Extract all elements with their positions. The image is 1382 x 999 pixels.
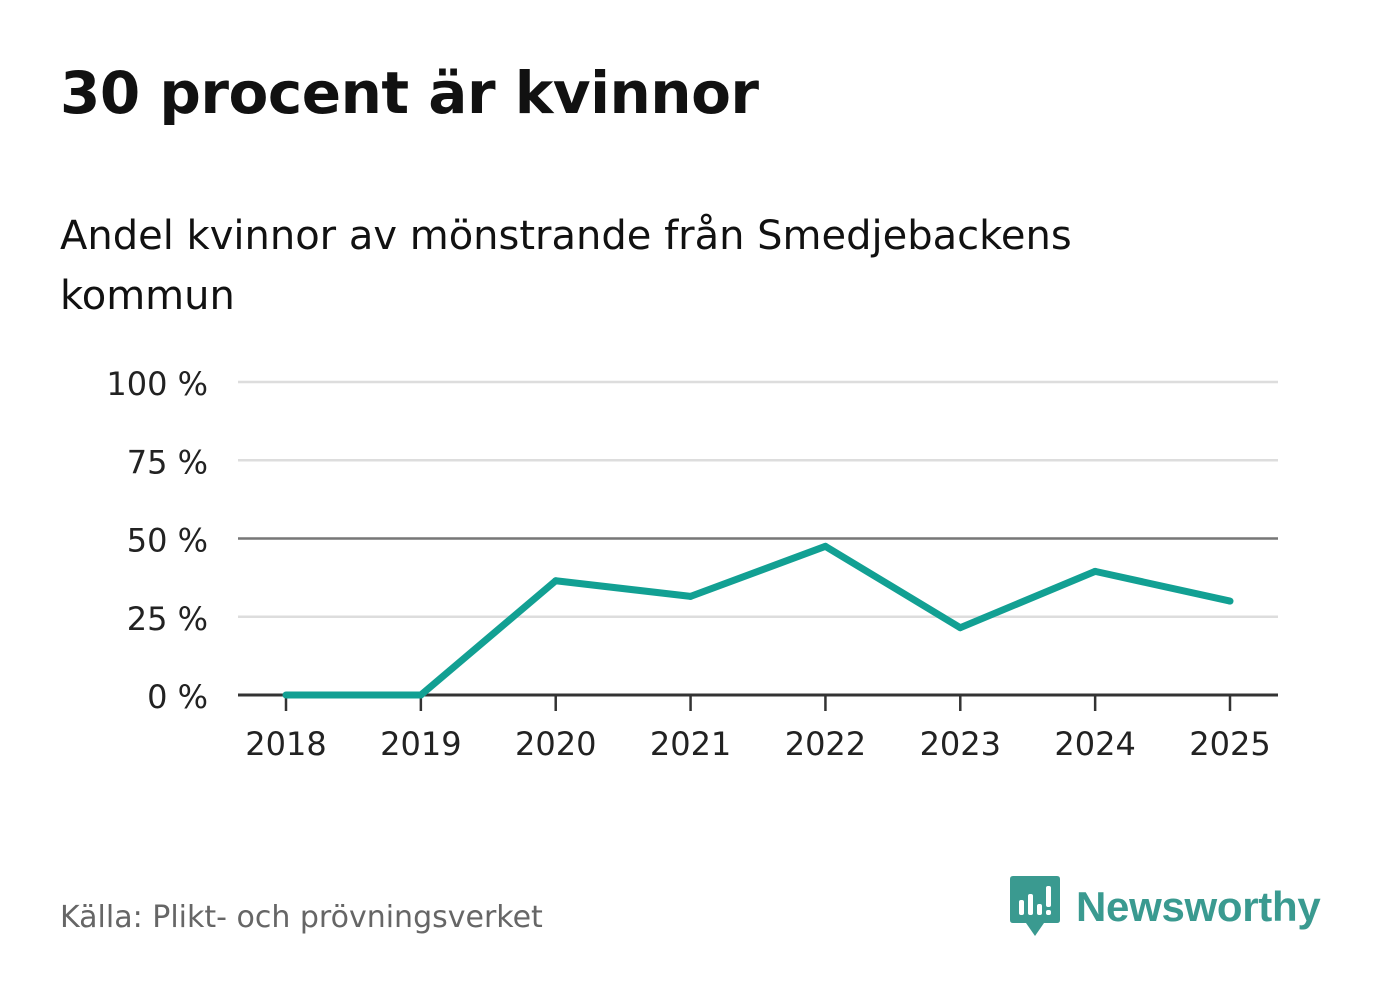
data-point: [956, 624, 964, 632]
chart-subtitle: Andel kvinnor av mönstrande från Smedjeb…: [60, 213, 1072, 319]
data-point: [282, 691, 290, 699]
chart-title: 30 procent är kvinnor: [60, 59, 759, 127]
data-point: [552, 577, 560, 585]
series-lines: [282, 542, 1234, 699]
x-tick-label: 2022: [785, 725, 866, 763]
y-tick-label: 25 %: [127, 600, 208, 638]
data-point: [1226, 597, 1234, 605]
x-tick-label: 2019: [380, 725, 461, 763]
brand-logo: Newsworthy: [1010, 876, 1321, 938]
y-tick-label: 75 %: [127, 443, 208, 481]
data-point: [687, 592, 695, 600]
data-point: [821, 542, 829, 550]
grid-lines: [238, 380, 1278, 618]
y-tick-label: 0 %: [147, 678, 208, 716]
x-tick-label: 2020: [515, 725, 596, 763]
source-note: Källa: Plikt- och prövningsverket: [60, 900, 543, 935]
x-tick-label: 2021: [650, 725, 731, 763]
y-tick-label: 50 %: [127, 522, 208, 560]
newsworthy-logo-icon: [1010, 876, 1060, 936]
y-tick-label: 100 %: [106, 365, 208, 403]
x-tick-labels: 2018 2019 2020 2021 2022 2023 2024 2025: [245, 725, 1270, 763]
x-tick-label: 2024: [1054, 725, 1135, 763]
x-tick-label: 2025: [1189, 725, 1270, 763]
series-line-0: [286, 542, 1231, 699]
x-tick-label: 2018: [245, 725, 326, 763]
y-tick-labels: 0 % 25 % 50 % 75 % 100 %: [106, 365, 208, 716]
data-point: [1091, 567, 1099, 575]
x-tick-label: 2023: [920, 725, 1001, 763]
brand-name: Newsworthy: [1076, 883, 1321, 930]
data-point: [417, 691, 425, 699]
